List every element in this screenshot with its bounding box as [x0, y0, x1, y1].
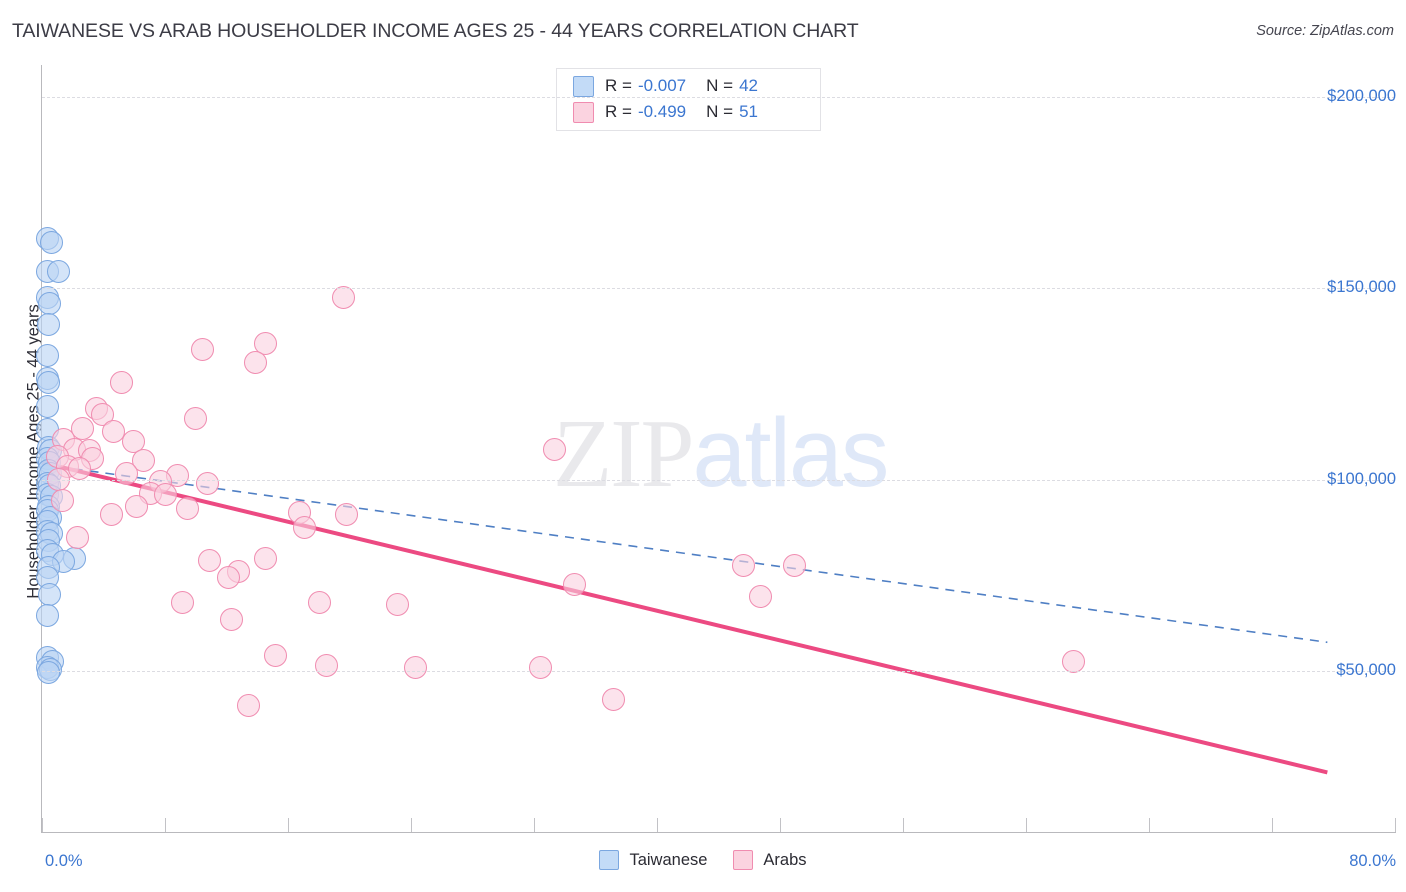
x-axis-tick [1395, 818, 1396, 832]
data-point-arabs[interactable] [404, 655, 428, 679]
data-point-taiwanese[interactable] [39, 230, 63, 254]
data-point-taiwanese[interactable] [37, 370, 61, 394]
data-point-arabs[interactable] [67, 456, 91, 480]
data-point-taiwanese[interactable] [36, 343, 60, 367]
correlation-stats-box: R = -0.007 N = 42 R = -0.499 N = 51 [556, 68, 821, 131]
data-point-arabs[interactable] [153, 483, 177, 507]
stat-swatch-taiwanese [573, 75, 594, 97]
x-axis-tick [411, 818, 412, 832]
legend-swatch-taiwanese [599, 850, 620, 870]
y-axis-tick-label: $200,000 [1327, 87, 1396, 105]
trendline-taiwanese [41, 463, 1328, 644]
trendline-arabs [41, 460, 1328, 775]
data-point-arabs[interactable] [170, 590, 194, 614]
x-axis-tick [903, 818, 904, 832]
data-point-arabs[interactable] [236, 693, 260, 717]
data-point-arabs[interactable] [216, 565, 240, 589]
data-point-arabs[interactable] [197, 548, 221, 572]
stat-row-arabs: R = -0.499 N = 51 [573, 99, 758, 125]
data-point-taiwanese[interactable] [36, 395, 60, 419]
data-point-arabs[interactable] [219, 607, 243, 631]
data-point-arabs[interactable] [99, 502, 123, 526]
data-point-arabs[interactable] [732, 554, 756, 578]
stat-r-value-taiwanese: -0.007 [637, 76, 687, 95]
legend-item-taiwanese[interactable]: Taiwanese [599, 850, 707, 870]
data-point-arabs[interactable] [331, 286, 355, 310]
data-point-arabs[interactable] [783, 554, 807, 578]
data-point-arabs[interactable] [191, 338, 215, 362]
stat-n-label-arabs: N = [706, 102, 734, 121]
x-axis-tick [288, 818, 289, 832]
data-point-arabs[interactable] [307, 590, 331, 614]
data-point-taiwanese[interactable] [36, 604, 60, 627]
legend-swatch-arabs [733, 850, 754, 870]
gridline [42, 288, 1395, 290]
data-point-arabs[interactable] [125, 494, 149, 518]
gridline [42, 671, 1395, 672]
stat-n-label-taiwanese: N = [706, 76, 734, 95]
y-axis-tick-label: $100,000 [1327, 469, 1396, 488]
x-axis-tick [534, 818, 535, 832]
x-axis-tick [1272, 818, 1273, 832]
data-point-arabs[interactable] [263, 644, 287, 668]
legend-label-taiwanese: Taiwanese [629, 850, 708, 869]
data-point-arabs[interactable] [253, 546, 277, 570]
legend-item-arabs[interactable]: Arabs [733, 850, 807, 870]
data-point-arabs[interactable] [121, 429, 145, 453]
y-axis-tick-label: $50,000 [1336, 661, 1396, 679]
data-point-arabs[interactable] [563, 573, 587, 597]
data-point-arabs[interactable] [101, 420, 125, 444]
data-point-taiwanese[interactable] [38, 582, 62, 606]
data-point-arabs[interactable] [243, 351, 267, 375]
data-point-arabs[interactable] [292, 516, 316, 539]
stat-n-value-arabs: 51 [739, 102, 758, 121]
stat-n-value-taiwanese: 42 [739, 76, 758, 95]
data-point-arabs[interactable] [184, 406, 208, 430]
data-point-arabs[interactable] [529, 655, 553, 679]
data-point-arabs[interactable] [542, 437, 566, 461]
stat-r-label-taiwanese: R = [605, 76, 632, 95]
data-point-arabs[interactable] [175, 496, 199, 520]
stat-r-label-arabs: R = [605, 102, 632, 121]
x-axis-tick [1149, 818, 1150, 832]
data-point-arabs[interactable] [109, 370, 133, 394]
data-point-arabs[interactable] [1062, 649, 1086, 673]
trendlines-svg [41, 460, 1328, 775]
x-axis-line [41, 832, 1396, 833]
plot-area [35, 65, 1395, 832]
stat-swatch-arabs [573, 101, 594, 123]
stat-r-value-arabs: -0.499 [637, 102, 687, 121]
data-point-arabs[interactable] [314, 653, 338, 677]
x-axis-tick [165, 818, 166, 832]
page-title: TAIWANESE VS ARAB HOUSEHOLDER INCOME AGE… [12, 20, 859, 42]
data-point-taiwanese[interactable] [46, 259, 70, 283]
data-point-arabs[interactable] [334, 502, 358, 526]
chart-legend: Taiwanese Arabs [0, 850, 1406, 870]
x-axis-tick [1026, 818, 1027, 832]
data-point-arabs[interactable] [196, 471, 220, 495]
x-axis-label-min: 0.0% [45, 852, 83, 870]
gridline [42, 97, 1395, 98]
data-point-arabs[interactable] [602, 688, 626, 712]
y-axis-tick-label: $150,000 [1327, 278, 1396, 297]
gridline [42, 479, 1395, 481]
data-point-arabs[interactable] [253, 332, 277, 356]
source-attribution: Source: ZipAtlas.com [1256, 23, 1394, 39]
legend-label-arabs: Arabs [763, 850, 807, 869]
x-axis-tick [42, 818, 43, 832]
x-axis-label-max: 80.0% [1349, 852, 1396, 870]
data-point-arabs[interactable] [749, 584, 773, 608]
x-axis-tick [657, 818, 658, 832]
data-point-taiwanese[interactable] [37, 661, 61, 685]
data-point-arabs[interactable] [385, 592, 409, 616]
data-point-arabs[interactable] [50, 489, 74, 513]
data-point-taiwanese[interactable] [37, 313, 61, 337]
x-axis-tick [780, 818, 781, 832]
data-point-arabs[interactable] [131, 449, 155, 473]
data-point-arabs[interactable] [71, 416, 95, 440]
data-point-arabs[interactable] [66, 525, 90, 549]
stat-row-taiwanese: R = -0.007 N = 42 [573, 73, 758, 99]
